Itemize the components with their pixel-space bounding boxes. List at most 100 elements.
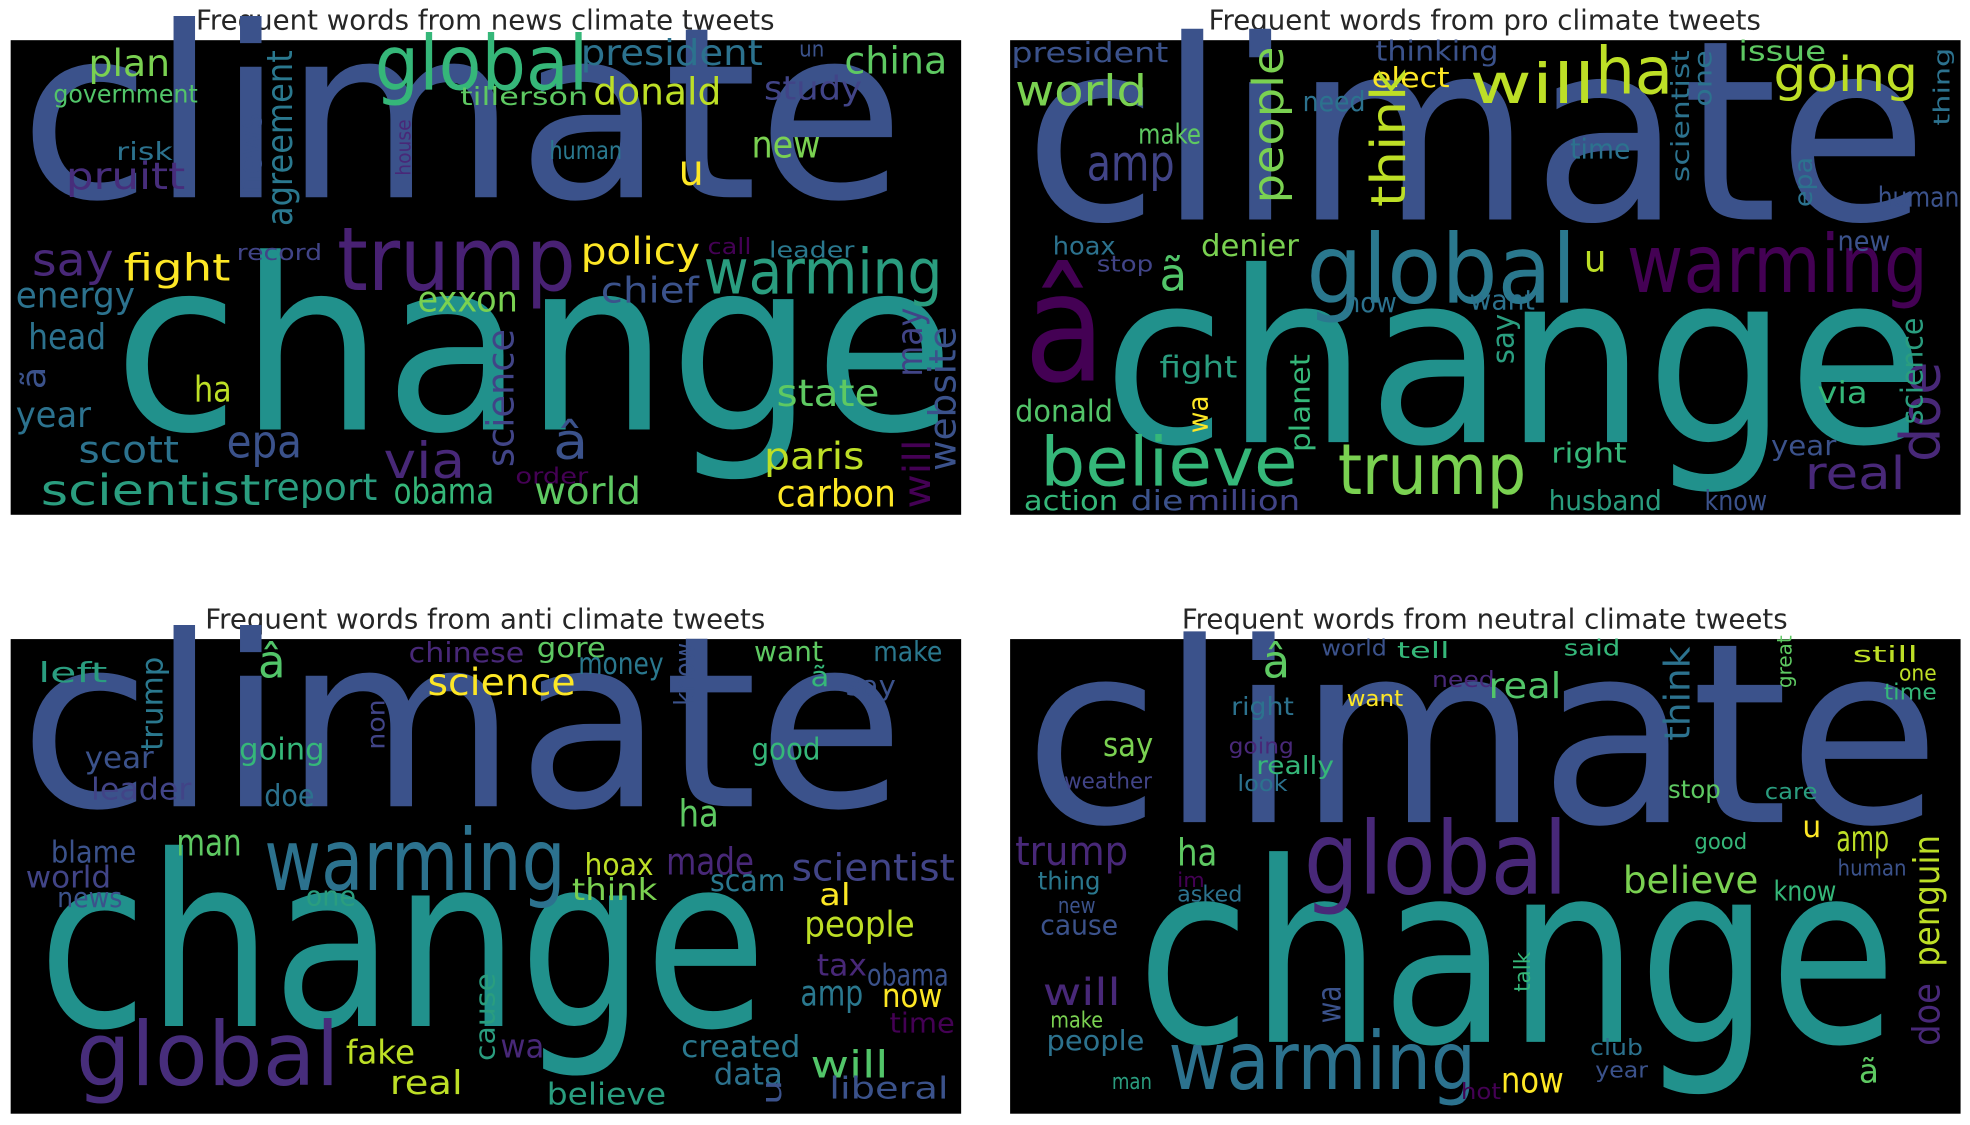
cloud-word: doe [1905,983,1949,1046]
cloud-word: say [846,669,896,702]
cloud-word: will [1043,970,1121,1014]
cloud-word: policy [581,229,700,273]
cloud-panel [10,639,962,1114]
cloud-word: die [1131,484,1184,517]
cloud-word: believe [547,1078,666,1113]
cloud-word: fake [346,1034,415,1072]
cloud-word: chinese [409,636,525,669]
cloud-word: call [708,234,752,260]
cloud-word: good [751,732,820,767]
cloud-word: fight [1160,351,1238,386]
cloud-panel [1010,40,1961,515]
cloud-word: trump [135,657,170,751]
cloud-word: ã [1160,249,1188,302]
cloud-word: ha [194,370,232,411]
cloud-word: ha [1177,831,1217,875]
cloud-word: will [895,439,939,508]
cloud-word: will [1470,53,1596,117]
cloud-word: one [1899,661,1937,687]
cloud-word: make [1050,1007,1103,1033]
cloud-word: â [1024,241,1106,417]
cloud-word: want [754,635,823,668]
cloud-word: know [1704,484,1767,517]
cloud-word: denier [1201,229,1300,264]
cloud-word: wa [1182,396,1215,434]
cloud-word: planet [1283,354,1316,452]
cloud-word: new [1058,893,1096,919]
cloud-word: climate [1024,590,1941,882]
cloud-word: warming [1168,1014,1476,1108]
cloud-word: talk [1510,951,1536,992]
cloud-word: say [32,234,114,287]
cloud-word: cause [1040,909,1118,942]
cloud-word: believe [1623,858,1759,902]
cloud-word: people [1244,46,1294,203]
cloud-word: care [1765,779,1818,805]
cloud-word: thing [1930,48,1956,126]
cloud-word: amp [1087,133,1175,192]
cloud-word: ã [810,660,829,693]
cloud-word: know [668,643,701,706]
cloud-word: scientist [1666,50,1695,182]
cloud-word: â [553,412,588,471]
cloud-word: weather [1064,769,1153,795]
cloud-word: time [1570,133,1630,166]
cloud-word: world [26,860,111,895]
cloud-word: trump [1015,829,1128,875]
cloud-word: website [920,326,964,470]
cloud-word: change [38,806,766,1083]
cloud-word: house [391,119,415,176]
cloud-word: science [1896,318,1931,425]
cloud-word: plan [89,41,171,85]
cloud-word: year [1595,1058,1648,1084]
cloud-word: gore [537,631,606,664]
cloud-word: fight [124,245,231,289]
cloud-word: elect [1372,61,1450,94]
cloud-word: doe [264,779,314,814]
cloud-word: donald [593,70,721,114]
cloud-word: liberal [829,1071,948,1106]
cloud-word: human [549,136,622,165]
cloud-word: need [1432,667,1495,693]
cloud-word: want [1470,283,1535,316]
cloud-word: scientist [41,466,261,516]
cloud-word: record [237,240,322,266]
cloud-word: global [76,1003,340,1106]
panel-title: Frequent words from news climate tweets [196,3,775,36]
cloud-word: think [572,873,658,908]
cloud-word: change [1103,222,1925,499]
cloud-word: un [799,37,824,63]
cloud-word: one [1688,50,1717,107]
cloud-word: energy [16,276,135,317]
cloud-word: left [38,656,107,689]
cloud-word: year [16,395,92,436]
cloud-word: man [1112,1069,1152,1095]
cloud-word: great [1773,635,1797,688]
cloud-word: news [57,881,122,914]
cloud-word: look [1237,771,1288,797]
cloud-word: warming [264,812,565,911]
cloud-word: climate [19,586,904,863]
cloud-word: thinking [1375,35,1498,68]
cloud-word: stop [1668,775,1721,804]
cloud-word: trump [1338,429,1526,511]
cloud-word: say [1103,726,1153,764]
cloud-word: time [890,1007,955,1040]
cloud-word: president [1011,36,1168,69]
cloud-word: will [810,1043,888,1087]
cloud-word: world [534,469,641,513]
cloud-word: scam [710,864,785,899]
cloud-word: obama [867,958,949,993]
panel-title: Frequent words from pro climate tweets [1209,3,1761,36]
cloud-word: time [1884,680,1937,706]
cloud-word: may [890,308,931,377]
cloud-word: husband [1549,484,1662,517]
cloud-word: doe [1889,362,1953,462]
cloud-word: make [873,635,942,668]
cloud-word: believe [1040,423,1297,502]
cloud-word: u [755,1080,788,1105]
cloud-word: human [1878,180,1960,213]
cloud-word: chief [601,271,701,312]
cloud-word: make [1138,118,1201,151]
